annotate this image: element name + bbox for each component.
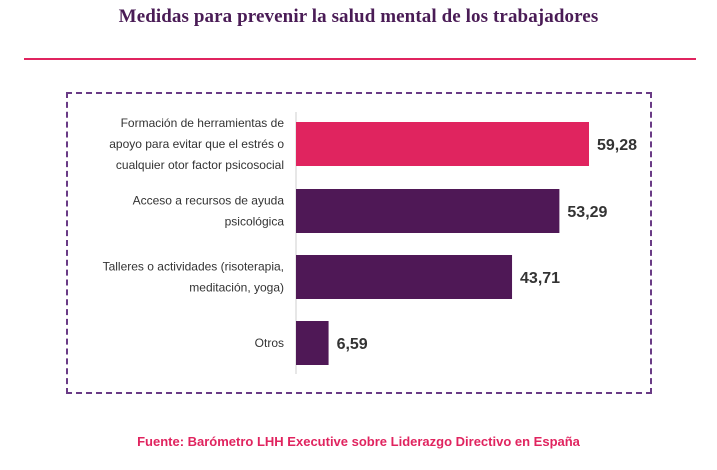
value-label: 43,71: [520, 270, 560, 287]
bar: [296, 189, 560, 233]
source-note: Fuente: Barómetro LHH Executive sobre Li…: [137, 434, 580, 449]
category-label: Acceso a recursos de ayuda psicológica: [133, 194, 285, 229]
bar: [296, 255, 513, 299]
value-label: 53,29: [567, 204, 607, 221]
chart-title: Medidas para prevenir la salud mental de…: [118, 6, 599, 27]
category-label: Otros: [255, 336, 284, 350]
value-label: 59,28: [597, 137, 637, 154]
chart-frame: [66, 92, 652, 394]
category-label: Formación de herramientas de apoyo para e…: [109, 116, 284, 172]
value-label: 6,59: [337, 336, 368, 353]
bar: [296, 122, 589, 166]
category-label: Talleres o actividades (risoterapia, medi…: [103, 260, 284, 295]
title-divider: [24, 58, 696, 60]
bar: [296, 321, 329, 365]
